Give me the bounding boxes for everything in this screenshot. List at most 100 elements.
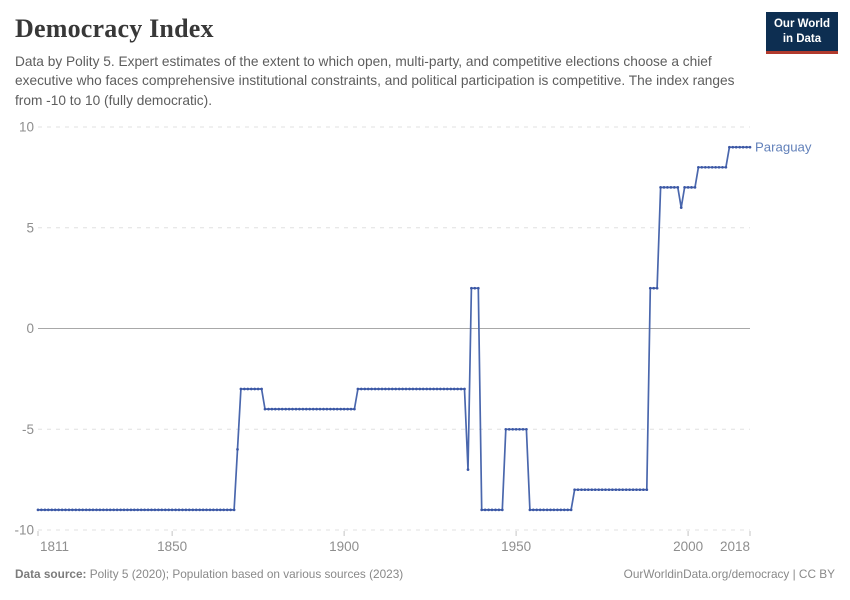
data-point-marker[interactable]: [119, 508, 122, 512]
data-point-marker[interactable]: [425, 387, 429, 391]
data-point-marker[interactable]: [421, 387, 425, 391]
data-point-marker[interactable]: [249, 387, 253, 391]
data-point-marker[interactable]: [380, 387, 384, 391]
data-point-marker[interactable]: [332, 407, 336, 411]
data-point-marker[interactable]: [256, 387, 260, 391]
data-point-marker[interactable]: [401, 387, 404, 391]
data-point-marker[interactable]: [538, 508, 542, 512]
data-point-marker[interactable]: [60, 508, 64, 512]
data-point-marker[interactable]: [342, 407, 346, 411]
data-point-marker[interactable]: [273, 407, 277, 411]
data-point-marker[interactable]: [583, 488, 587, 492]
data-point-marker[interactable]: [679, 206, 683, 209]
data-point-marker[interactable]: [690, 186, 693, 189]
data-point-marker[interactable]: [74, 508, 78, 512]
data-point-marker[interactable]: [146, 508, 150, 512]
data-point-marker[interactable]: [487, 508, 490, 512]
data-point-marker[interactable]: [102, 508, 105, 512]
data-point-marker[interactable]: [642, 488, 645, 492]
data-point-marker[interactable]: [170, 508, 174, 512]
data-point-marker[interactable]: [108, 508, 112, 512]
data-point-marker[interactable]: [576, 488, 580, 492]
data-point-marker[interactable]: [562, 508, 566, 512]
data-point-marker[interactable]: [497, 508, 501, 512]
data-point-marker[interactable]: [194, 508, 198, 512]
data-point-marker[interactable]: [112, 508, 116, 512]
data-point-marker[interactable]: [628, 488, 631, 492]
data-point-marker[interactable]: [315, 407, 318, 411]
data-point-marker[interactable]: [105, 508, 109, 512]
data-point-marker[interactable]: [301, 407, 305, 411]
data-point-marker[interactable]: [139, 508, 143, 512]
data-point-marker[interactable]: [490, 508, 494, 512]
data-point-marker[interactable]: [686, 186, 690, 189]
data-point-marker[interactable]: [721, 165, 724, 169]
data-point-marker[interactable]: [432, 387, 435, 391]
data-point-marker[interactable]: [201, 508, 205, 512]
data-point-marker[interactable]: [129, 508, 133, 512]
data-point-marker[interactable]: [394, 387, 398, 391]
data-point-marker[interactable]: [349, 407, 353, 411]
data-point-marker[interactable]: [57, 508, 60, 512]
data-point-marker[interactable]: [71, 508, 74, 512]
data-point-marker[interactable]: [50, 508, 54, 512]
data-point-marker[interactable]: [143, 508, 146, 512]
data-point-marker[interactable]: [167, 508, 171, 512]
data-point-marker[interactable]: [225, 508, 229, 512]
data-point-marker[interactable]: [545, 508, 549, 512]
data-point-marker[interactable]: [507, 427, 511, 431]
data-point-marker[interactable]: [703, 165, 707, 169]
data-point-marker[interactable]: [535, 508, 539, 512]
data-point-marker[interactable]: [483, 508, 487, 512]
data-point-marker[interactable]: [683, 186, 686, 189]
data-point-marker[interactable]: [514, 427, 518, 431]
data-point-marker[interactable]: [731, 145, 735, 149]
data-point-marker[interactable]: [136, 508, 140, 512]
data-point-marker[interactable]: [232, 508, 236, 512]
data-point-marker[interactable]: [586, 488, 590, 492]
entity-label-paraguay[interactable]: Paraguay: [755, 140, 812, 155]
data-point-marker[interactable]: [617, 488, 621, 492]
data-point-marker[interactable]: [528, 508, 532, 512]
data-point-marker[interactable]: [459, 387, 463, 391]
data-point-marker[interactable]: [67, 508, 71, 512]
data-point-marker[interactable]: [638, 488, 642, 492]
owid-logo[interactable]: Our World in Data: [765, 12, 838, 54]
data-point-marker[interactable]: [177, 508, 181, 512]
data-point-marker[interactable]: [504, 427, 508, 431]
data-point-marker[interactable]: [359, 387, 363, 391]
data-point-marker[interactable]: [697, 165, 700, 169]
data-point-marker[interactable]: [291, 407, 294, 411]
data-point-marker[interactable]: [384, 387, 387, 391]
data-point-marker[interactable]: [693, 186, 697, 189]
data-point-marker[interactable]: [655, 286, 659, 290]
data-point-marker[interactable]: [284, 407, 288, 411]
data-point-marker[interactable]: [329, 407, 332, 411]
data-point-marker[interactable]: [521, 427, 525, 431]
data-point-marker[interactable]: [373, 387, 377, 391]
data-point-marker[interactable]: [607, 488, 611, 492]
data-point-marker[interactable]: [408, 387, 411, 391]
data-point-marker[interactable]: [115, 508, 119, 512]
data-point-marker[interactable]: [53, 508, 57, 512]
data-point-marker[interactable]: [748, 145, 752, 149]
data-point-marker[interactable]: [500, 508, 504, 512]
data-point-marker[interactable]: [95, 508, 98, 512]
data-point-marker[interactable]: [676, 186, 680, 189]
data-point-marker[interactable]: [717, 165, 721, 169]
data-point-marker[interactable]: [418, 387, 422, 391]
data-point-marker[interactable]: [590, 488, 594, 492]
data-point-marker[interactable]: [174, 508, 177, 512]
data-point-marker[interactable]: [215, 508, 219, 512]
data-point-marker[interactable]: [624, 488, 628, 492]
data-point-marker[interactable]: [363, 387, 367, 391]
data-point-marker[interactable]: [390, 387, 394, 391]
data-point-marker[interactable]: [569, 508, 573, 512]
data-point-marker[interactable]: [597, 488, 601, 492]
data-point-marker[interactable]: [218, 508, 222, 512]
data-point-marker[interactable]: [163, 508, 167, 512]
data-point-marker[interactable]: [556, 508, 559, 512]
data-point-marker[interactable]: [470, 286, 473, 290]
data-point-marker[interactable]: [181, 508, 184, 512]
